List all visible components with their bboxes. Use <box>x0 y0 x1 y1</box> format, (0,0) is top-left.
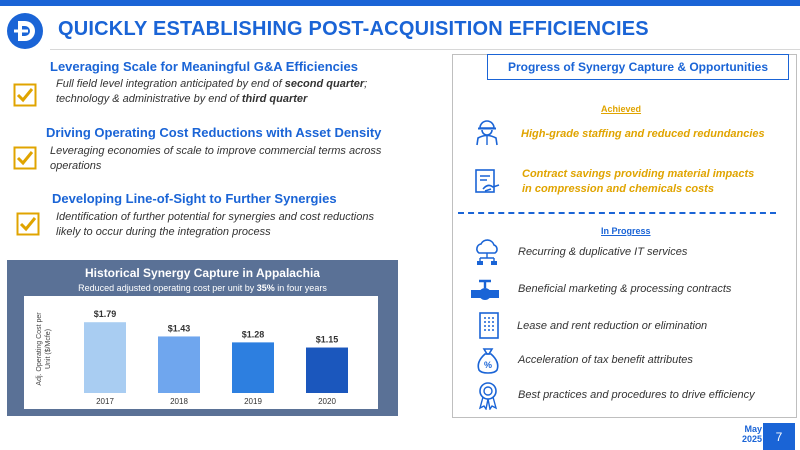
chart-subtitle: Reduced adjusted operating cost per unit… <box>78 283 327 293</box>
in-progress-item-marketing: Beneficial marketing & processing contra… <box>518 283 732 295</box>
bar-2018 <box>158 336 200 393</box>
section-divider <box>458 212 776 214</box>
bullet-body: Identification of further potential for … <box>56 211 374 238</box>
achieved-item-staffing: High-grade staffing and reduced redundan… <box>521 128 765 140</box>
bar-value-label: $1.15 <box>316 335 339 345</box>
x-tick-label: 2020 <box>318 397 336 406</box>
bar-value-label: $1.79 <box>94 309 117 319</box>
bar-chart: $1.79 2017 $1.43 2018 $1.28 2019 $1.15 2020 <box>84 309 348 406</box>
in-progress-label: In Progress <box>601 226 651 236</box>
chart-plot-area: Adj. Operating Cost per Unit ($/Mcfe) $1… <box>24 296 378 409</box>
top-accent-bar <box>0 0 800 6</box>
bar-2019 <box>232 342 274 393</box>
page-number: 7 <box>775 430 783 444</box>
bullet-heading: Developing Line-of-Sight to Further Syne… <box>52 191 337 206</box>
achieved-item-contracts: Contract savings providing material impa… <box>522 168 755 195</box>
contract-handshake-icon <box>475 169 500 193</box>
x-tick-label: 2017 <box>96 397 114 406</box>
page-title: QUICKLY ESTABLISHING POST-ACQUISITION EF… <box>58 18 649 40</box>
title-divider <box>50 49 800 50</box>
bullet-heading: Leveraging Scale for Meaningful G&A Effi… <box>50 59 358 74</box>
award-ribbon-icon <box>478 382 498 410</box>
in-progress-item-it: Recurring & duplicative IT services <box>518 246 688 258</box>
in-progress-item-tax: Acceleration of tax benefit attributes <box>518 354 693 366</box>
bar-value-label: $1.43 <box>168 323 191 333</box>
bar-2020 <box>306 347 348 393</box>
svg-text:%: % <box>484 360 492 370</box>
cloud-network-icon <box>476 239 498 265</box>
bar-2017 <box>84 322 126 393</box>
page-number-box: 7 <box>763 423 795 450</box>
in-progress-item-best-practices: Best practices and procedures to drive e… <box>518 389 755 401</box>
checkbox-checked-icon <box>13 146 37 170</box>
bullet-body: Full field level integration anticipated… <box>56 78 368 105</box>
x-tick-label: 2018 <box>170 397 188 406</box>
checkbox-checked-icon <box>16 212 40 236</box>
panel-title-box: Progress of Synergy Capture & Opportunit… <box>487 54 789 80</box>
footer-date: May 2025 <box>741 424 762 444</box>
worker-icon <box>476 120 498 146</box>
panel-title: Progress of Synergy Capture & Opportunit… <box>507 60 769 74</box>
office-building-icon <box>479 312 499 339</box>
checkbox-checked-icon <box>13 83 37 107</box>
bullet-body: Leveraging economies of scale to improve… <box>50 145 382 172</box>
pipeline-valve-icon <box>471 279 499 300</box>
bullet-heading: Driving Operating Cost Reductions with A… <box>46 125 382 140</box>
chart-y-axis-label: Adj. Operating Cost per Unit ($/Mcfe) <box>36 312 52 386</box>
x-tick-label: 2019 <box>244 397 262 406</box>
tax-money-bag-icon: % <box>477 348 499 374</box>
company-logo <box>7 13 43 49</box>
achieved-label: Achieved <box>601 104 642 114</box>
in-progress-item-lease: Lease and rent reduction or elimination <box>517 320 708 332</box>
bar-value-label: $1.28 <box>242 329 265 339</box>
chart-title: Historical Synergy Capture in Appalachia <box>85 266 320 280</box>
synergy-chart-panel: Historical Synergy Capture in Appalachia… <box>7 260 398 416</box>
